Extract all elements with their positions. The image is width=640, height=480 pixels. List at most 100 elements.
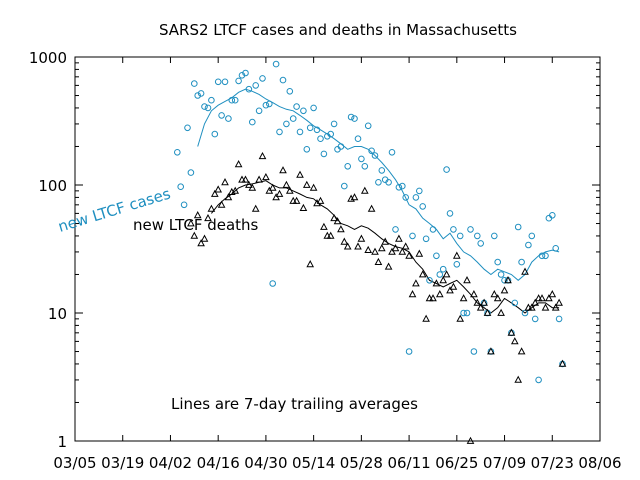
cases-point — [194, 92, 201, 99]
cases-point — [231, 96, 239, 104]
deaths-point — [309, 183, 318, 191]
cases-point — [385, 179, 392, 186]
deaths-point — [197, 239, 205, 247]
deaths-point — [381, 237, 390, 245]
deaths-point — [449, 282, 458, 290]
deaths-label: new LTCF deaths — [133, 216, 259, 234]
cases-point — [191, 80, 198, 87]
deaths-point — [343, 242, 352, 250]
deaths-point — [541, 303, 550, 311]
deaths-point — [371, 247, 379, 255]
deaths-point — [377, 244, 386, 252]
deaths-point — [500, 286, 509, 294]
cases-point — [549, 212, 556, 219]
deaths-point — [210, 189, 219, 197]
cases-point — [426, 277, 433, 284]
cases-point — [272, 60, 280, 68]
cases-point — [518, 258, 525, 266]
cases-point — [242, 69, 249, 77]
cases-point — [525, 241, 532, 249]
cases-point — [245, 85, 253, 93]
cases-point — [225, 115, 232, 122]
deaths-point — [473, 298, 482, 306]
cases-point — [255, 107, 263, 115]
cases-point — [467, 226, 474, 233]
cases-point — [174, 149, 181, 156]
cases-point — [422, 235, 430, 243]
deaths-point — [357, 234, 366, 242]
cases-point — [446, 210, 454, 217]
cases-point — [276, 128, 283, 136]
deaths-point — [507, 328, 516, 336]
cases-point — [429, 226, 437, 233]
deaths-point — [391, 244, 400, 252]
deaths-point — [551, 303, 560, 311]
cases-point — [283, 120, 290, 128]
y-tick-label: 1000 — [29, 49, 67, 67]
deaths-point — [190, 231, 199, 239]
cases-point — [249, 118, 256, 126]
deaths-point — [442, 270, 451, 278]
cases-point — [324, 133, 331, 140]
deaths-point — [224, 193, 233, 201]
data-points — [174, 60, 567, 444]
cases-point — [184, 124, 191, 132]
cases-point — [252, 82, 259, 89]
cases-point — [494, 258, 502, 266]
cases-point — [180, 201, 188, 209]
cases-point — [218, 112, 225, 119]
deaths-point — [299, 203, 308, 211]
cases-point — [535, 376, 542, 384]
deaths-point — [214, 185, 223, 193]
deaths-point — [221, 178, 229, 186]
deaths-point — [384, 262, 393, 270]
deaths-point — [545, 294, 553, 302]
x-tick-label: 04/16 — [197, 454, 240, 472]
deaths-point — [316, 196, 325, 204]
cases-point — [358, 155, 365, 163]
cases-point — [208, 96, 215, 104]
cases-point — [371, 152, 379, 159]
cases-point — [436, 271, 444, 278]
cases-avg-line — [197, 88, 560, 281]
cases-point — [528, 232, 536, 240]
deaths-point — [408, 290, 417, 298]
cases-point — [347, 113, 355, 121]
x-axis: 03/05 03/19 04/02 04/16 04/30 05/14 05/28 06/11… — [53, 57, 622, 472]
cases-point — [320, 150, 328, 158]
average-lines — [197, 88, 560, 314]
deaths-point — [279, 166, 287, 174]
deaths-point — [285, 186, 294, 194]
y-tick-label: 10 — [48, 305, 67, 323]
deaths-point — [493, 294, 502, 302]
deaths-point — [480, 298, 488, 306]
deaths-point — [364, 245, 373, 253]
cases-point — [392, 226, 399, 233]
note-label: Lines are 7-day trailing averages — [171, 395, 418, 413]
y-tick-label: 100 — [38, 177, 67, 195]
deaths-point — [490, 290, 499, 298]
cases-point — [514, 223, 522, 231]
deaths-point — [452, 251, 461, 259]
x-tick-label: 08/06 — [578, 454, 621, 472]
cases-point — [317, 135, 324, 142]
deaths-point — [217, 200, 226, 208]
x-tick-label: 07/09 — [483, 454, 526, 472]
deaths-point — [446, 286, 454, 294]
cases-point — [364, 122, 372, 130]
deaths-point — [245, 180, 253, 188]
cases-point — [221, 78, 229, 86]
x-tick-label: 05/28 — [340, 454, 383, 472]
chart-title: SARS2 LTCF cases and deaths in Massachus… — [159, 21, 517, 39]
cases-point — [395, 184, 403, 191]
deaths-point — [251, 204, 260, 212]
cases-point — [351, 115, 358, 122]
deaths-point — [326, 231, 335, 239]
cases-point — [228, 96, 236, 104]
cases-point — [266, 100, 273, 108]
cases-point — [310, 104, 317, 112]
deaths-point — [306, 260, 315, 268]
cases-point — [201, 103, 208, 110]
deaths-avg-line — [211, 180, 560, 314]
